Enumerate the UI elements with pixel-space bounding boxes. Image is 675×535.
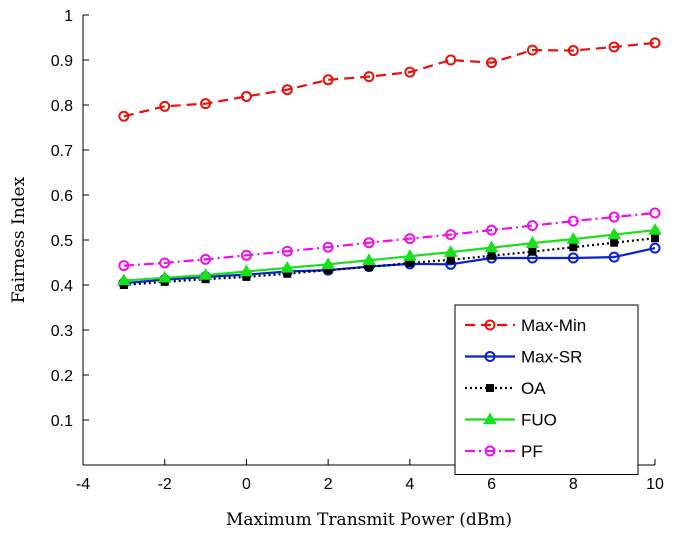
legend-marker <box>484 445 496 457</box>
legend-item-max-min: Max-Min <box>465 316 586 335</box>
series-line-pf <box>123 211 656 267</box>
series-pf <box>118 207 661 272</box>
x-axis-title: Maximum Transmit Power (dBm) <box>226 510 512 530</box>
legend-item-max-sr: Max-SR <box>465 348 582 367</box>
legend-item-oa: OA <box>465 379 546 398</box>
data-point-pf <box>281 245 293 257</box>
data-point-max-min <box>200 98 212 110</box>
data-point-max-sr <box>608 251 620 263</box>
y-tick-label: 0.7 <box>51 143 73 160</box>
data-point-max-min <box>159 100 171 112</box>
data-point-oa <box>651 234 659 243</box>
x-tick-label: 4 <box>405 476 414 493</box>
y-tick-label: 0.8 <box>51 98 73 115</box>
data-point-fuo <box>362 253 376 265</box>
data-point-fuo <box>280 260 295 273</box>
data-point-fuo <box>157 270 172 283</box>
y-tick-label: 0.9 <box>51 53 73 70</box>
data-point-max-min <box>608 41 620 53</box>
x-tick-label: 10 <box>646 476 664 493</box>
x-tick-label: 6 <box>487 476 496 493</box>
series-line-oa <box>123 237 656 287</box>
data-point-max-min <box>240 90 252 102</box>
data-point-fuo <box>402 249 417 261</box>
x-tick-label: -4 <box>76 476 90 493</box>
legend-marker <box>483 412 497 425</box>
data-point-max-min <box>322 74 334 86</box>
data-point-pf <box>649 207 661 219</box>
data-point-fuo <box>239 264 254 277</box>
legend-marker <box>484 351 496 362</box>
data-point-pf <box>240 249 252 261</box>
data-point-fuo <box>607 227 622 240</box>
data-point-max-min <box>404 66 416 78</box>
legend-box <box>454 304 639 475</box>
y-axis-title: Fairness Index <box>9 176 29 303</box>
legend-label: Max-Min <box>521 316 586 335</box>
series-group <box>116 37 662 289</box>
data-point-pf <box>486 224 498 236</box>
data-point-pf <box>200 253 212 265</box>
series-oa <box>119 234 659 289</box>
data-point-oa <box>610 238 619 247</box>
data-point-pf <box>404 233 416 245</box>
legend-label: OA <box>521 379 546 398</box>
data-point-oa <box>569 243 578 252</box>
legend-label: FUO <box>521 411 557 430</box>
data-point-fuo <box>648 223 662 235</box>
data-point-max-min <box>445 54 457 66</box>
series-fuo <box>116 223 662 286</box>
data-point-max-min <box>118 110 130 122</box>
x-tick-label: 2 <box>324 476 333 493</box>
data-point-pf <box>363 237 375 249</box>
data-point-pf <box>118 260 130 272</box>
data-point-max-min <box>281 84 293 96</box>
data-point-fuo <box>484 240 499 253</box>
data-point-max-min <box>567 45 579 57</box>
data-point-max-min <box>649 37 661 49</box>
legend-marker <box>484 319 496 331</box>
x-tick-label: 0 <box>242 476 251 493</box>
data-point-max-min <box>486 57 498 69</box>
data-point-pf <box>445 229 457 241</box>
y-tick-label: 0.1 <box>51 413 73 430</box>
data-point-oa <box>446 255 455 264</box>
data-point-fuo <box>198 268 213 280</box>
data-point-fuo <box>321 257 336 269</box>
y-tick-label: 0.6 <box>51 188 73 205</box>
legend-item-fuo: FUO <box>465 411 557 430</box>
data-point-oa <box>528 247 537 256</box>
data-point-fuo <box>525 236 540 248</box>
y-tick-label: 0.5 <box>51 233 73 250</box>
legend-label: PF <box>521 442 543 461</box>
y-tick-label: 0.2 <box>51 368 73 385</box>
legend-marker <box>486 384 494 392</box>
series-max-min <box>118 37 661 122</box>
legend-label: Max-SR <box>521 348 582 367</box>
y-tick-label: 1 <box>64 8 73 25</box>
data-point-max-min <box>363 71 375 83</box>
legend: Max-Min Max-SR OA FUO PF <box>454 304 639 475</box>
data-point-pf <box>159 257 171 269</box>
legend-item-pf: PF <box>465 442 543 461</box>
y-tick-label: 0.3 <box>51 323 73 340</box>
data-point-pf <box>322 241 334 253</box>
data-point-max-sr <box>649 242 661 254</box>
data-point-pf <box>608 211 620 223</box>
data-point-max-sr <box>567 252 579 264</box>
data-point-fuo <box>566 232 581 244</box>
data-point-max-min <box>526 44 538 56</box>
data-point-pf <box>526 220 538 232</box>
data-point-fuo <box>443 245 458 257</box>
x-tick-label: -2 <box>158 476 172 493</box>
series-line-max-min <box>123 41 656 118</box>
data-point-pf <box>567 215 579 227</box>
data-point-oa <box>487 251 496 260</box>
y-tick-label: 0.4 <box>51 278 73 295</box>
axis-ticks: -4 -2 0 2 4 6 8 10 0.1 0.2 0.3 0.4 0.5 0.6 0.7 0.8 0.9 1 <box>51 8 664 493</box>
data-point-fuo <box>116 273 131 286</box>
x-tick-label: 8 <box>569 476 578 493</box>
series-line-fuo <box>123 229 656 282</box>
